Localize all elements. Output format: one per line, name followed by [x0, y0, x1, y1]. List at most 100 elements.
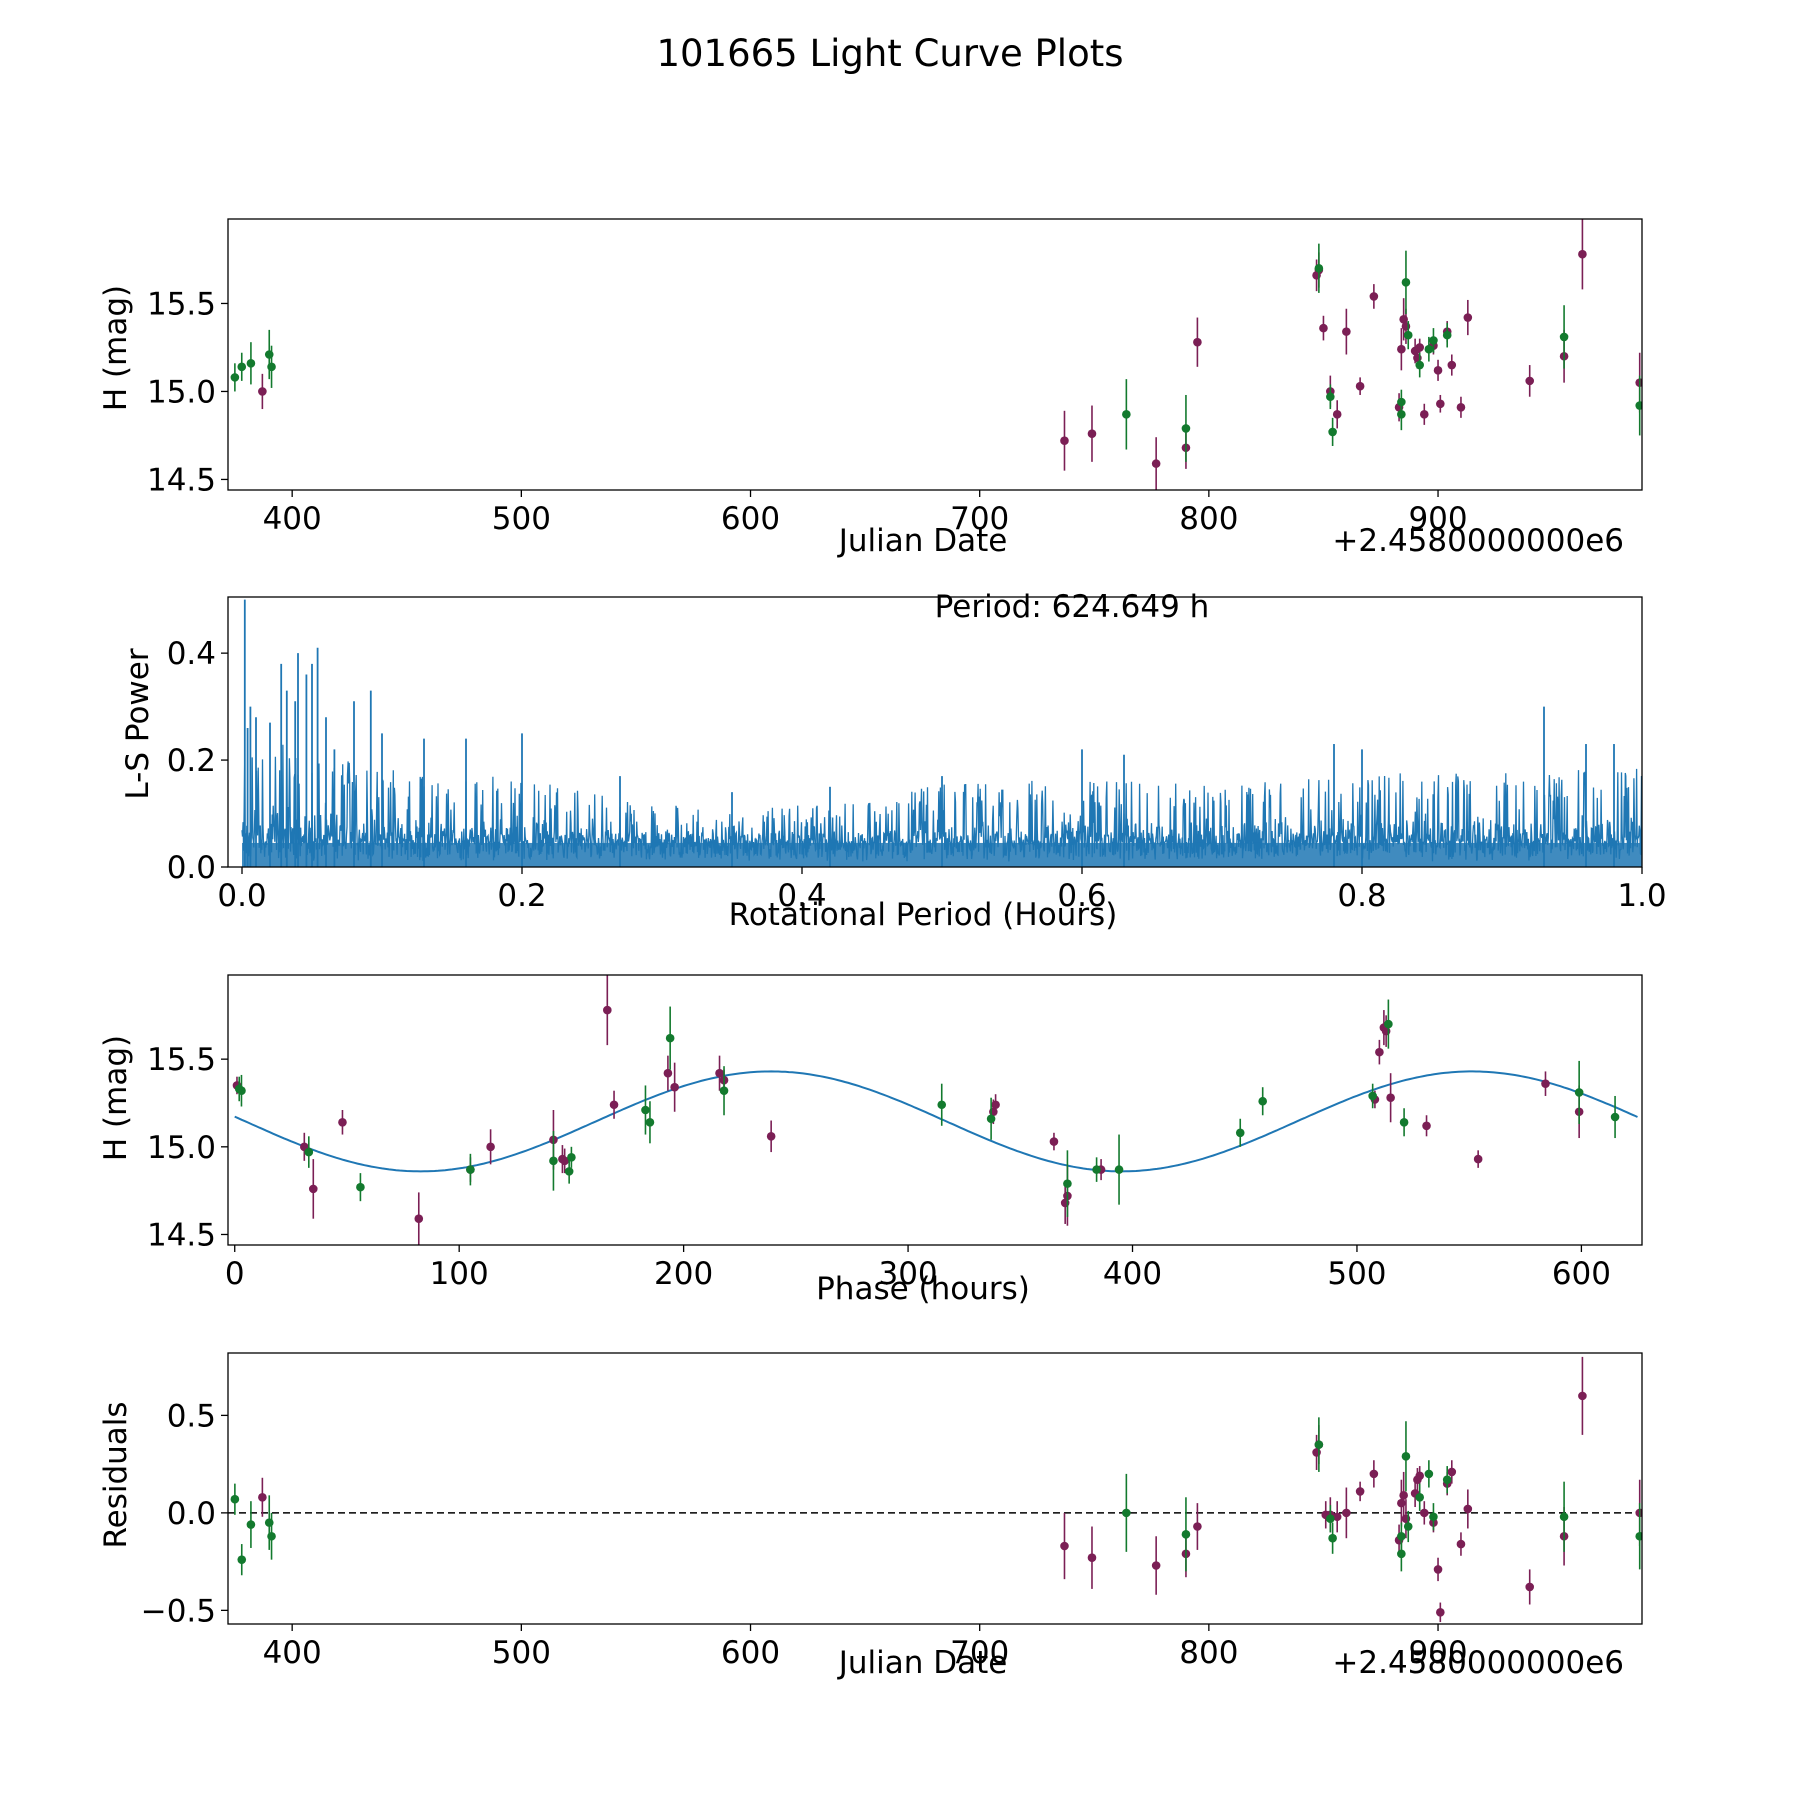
data-point: [1525, 376, 1535, 386]
data-point: [414, 1214, 424, 1224]
data-point: [1060, 436, 1069, 446]
residuals-panel: Julian Date Residuals +2.4580000000e6 40…: [98, 1352, 1643, 1681]
phased-ylabel: H (mag): [98, 1035, 134, 1161]
data-point: [1328, 427, 1337, 437]
x-tick-label: 400: [263, 501, 322, 537]
data-point: [1151, 459, 1161, 468]
data-point: [1332, 1512, 1342, 1522]
y-tick-label: 15.0: [147, 1130, 216, 1166]
data-point: [1424, 1469, 1434, 1479]
data-point: [1422, 1121, 1431, 1131]
plot-frame: [227, 1352, 1643, 1625]
data-point: [1415, 1492, 1425, 1502]
data-point: [1403, 1522, 1413, 1531]
x-tick-label: 600: [721, 501, 780, 537]
data-point: [1328, 1533, 1337, 1543]
data-point: [1399, 1117, 1409, 1127]
data-point: [237, 1086, 246, 1096]
data-point: [1541, 1079, 1550, 1089]
data-point: [1087, 429, 1097, 438]
data-point: [338, 1117, 347, 1127]
x-tick-label: 800: [1179, 1635, 1238, 1671]
x-tick-label: 900: [1408, 1635, 1467, 1671]
plot-frame: [227, 596, 1643, 868]
data-point: [1397, 1531, 1406, 1541]
lightcurve-panel: Julian Date H (mag) +2.4580000000e6 400 5…: [98, 218, 1643, 559]
y-tick-label: 15.5: [147, 286, 216, 322]
lightcurve-ylabel: H (mag): [98, 285, 134, 411]
y-tick-label: 14.5: [147, 462, 216, 498]
y-tick-label: 0.5: [167, 1398, 216, 1434]
data-point: [641, 1105, 650, 1115]
data-point: [1635, 1531, 1642, 1541]
periodogram-ylabel: L-S Power: [120, 648, 156, 799]
data-point: [267, 362, 276, 372]
data-point: [1429, 336, 1438, 345]
x-tick-label: 500: [492, 1635, 551, 1671]
data-point: [1384, 1019, 1393, 1029]
data-point: [1442, 330, 1452, 340]
data-point: [1463, 313, 1473, 322]
plot-area: [232, 975, 1638, 1245]
x-tick-label: 0.6: [1057, 878, 1106, 914]
y-tick-label: 14.5: [147, 1217, 216, 1253]
data-point: [237, 362, 247, 372]
data-point: [1151, 1561, 1161, 1570]
data-point: [1436, 399, 1445, 409]
x-tick-label: 800: [1179, 501, 1238, 537]
phased-panel: Phase (hours) H (mag) 0 100 200 300 400 500 60…: [98, 974, 1643, 1307]
data-point: [237, 1555, 247, 1564]
data-point: [486, 1142, 495, 1152]
x-tick-label: 700: [950, 501, 1009, 537]
x-tick-label: 100: [430, 1256, 489, 1292]
data-point: [937, 1100, 947, 1110]
data-point: [1314, 263, 1324, 273]
data-point: [1332, 410, 1342, 419]
x-tick-label: 0.2: [497, 878, 546, 914]
data-point: [1368, 1091, 1377, 1101]
data-point: [1326, 392, 1335, 402]
data-point: [719, 1086, 729, 1096]
data-point: [603, 1005, 612, 1015]
data-point: [1342, 327, 1351, 336]
data-point: [1610, 1112, 1620, 1122]
data-point: [1049, 1137, 1059, 1146]
residuals-offset-label: +2.4580000000e6: [1332, 1645, 1624, 1681]
data-point: [1419, 1508, 1429, 1518]
x-tick-label: 500: [492, 501, 551, 537]
x-tick-label: 0.8: [1337, 878, 1386, 914]
data-point: [1369, 292, 1379, 301]
data-point: [1181, 424, 1191, 433]
data-point: [267, 1531, 276, 1541]
data-point: [304, 1147, 314, 1157]
periodogram-xlabel: Rotational Period (Hours): [729, 897, 1118, 933]
data-point: [715, 1068, 724, 1078]
data-point: [1419, 410, 1429, 419]
x-tick-label: 0.0: [217, 878, 266, 914]
phased-xlabel: Phase (hours): [816, 1271, 1030, 1307]
figure-title: 101665 Light Curve Plots: [656, 32, 1123, 75]
data-point: [986, 1114, 996, 1124]
x-tick-label: 700: [950, 1635, 1009, 1671]
data-point: [1193, 1522, 1202, 1531]
data-point: [1369, 1469, 1379, 1479]
x-tick-label: 600: [1552, 1256, 1611, 1292]
data-point: [308, 1184, 318, 1194]
y-tick-label: 15.5: [147, 1042, 216, 1078]
data-point: [1456, 402, 1466, 412]
data-point: [766, 1131, 776, 1141]
x-tick-label: 500: [1327, 1256, 1386, 1292]
data-point: [1559, 1512, 1569, 1522]
data-point: [1355, 381, 1365, 391]
data-point: [560, 1156, 569, 1166]
x-tick-label: 300: [878, 1256, 937, 1292]
data-point: [564, 1167, 574, 1176]
data-point: [1087, 1553, 1097, 1563]
data-point: [645, 1117, 655, 1127]
data-point: [356, 1182, 365, 1192]
x-tick-label: 900: [1408, 501, 1467, 537]
data-point: [1399, 1491, 1408, 1500]
data-point: [1429, 1512, 1438, 1522]
data-point: [246, 1520, 256, 1529]
